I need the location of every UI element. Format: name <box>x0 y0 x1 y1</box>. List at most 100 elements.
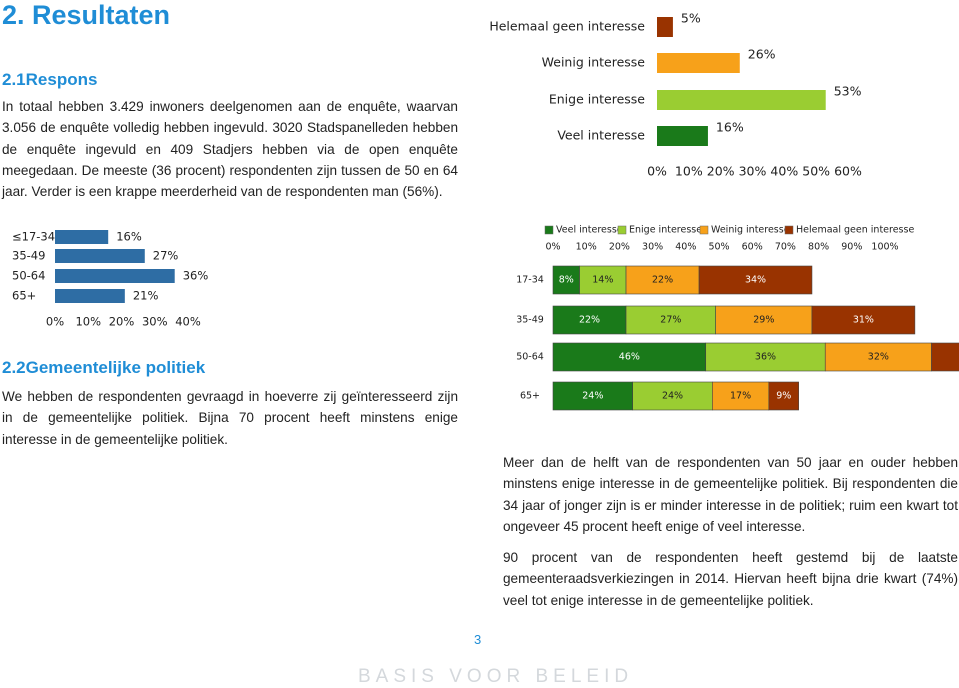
x-tick-label: 10% <box>576 242 597 253</box>
legend-label: Weinig interesse <box>711 225 790 236</box>
x-tick-label: 60% <box>742 242 763 253</box>
bar-segment <box>552 342 707 372</box>
value-label: 22% <box>579 315 600 326</box>
value-label: 29% <box>753 315 774 326</box>
section-heading: 2.1Respons <box>2 70 98 89</box>
section-heading: 2.2Gemeentelijke politiek <box>2 358 206 377</box>
value-label: 46% <box>619 352 640 363</box>
category-label: 35-49 <box>12 249 45 263</box>
paragraph: Meer dan de helft van de respondenten va… <box>503 455 958 534</box>
page-number: 3 <box>474 632 482 647</box>
x-tick-label: 40% <box>175 315 201 329</box>
legend-swatch <box>617 225 627 235</box>
value-label: 16% <box>716 120 744 135</box>
legend-label: Enige interesse <box>629 225 702 236</box>
bar <box>657 53 740 73</box>
value-label: 27% <box>660 315 681 326</box>
page-title: 2. Resultaten <box>2 0 171 30</box>
category-label: 50-64 <box>12 269 45 283</box>
footer: BASIS VOOR BELEID <box>358 666 634 687</box>
bar <box>55 269 175 283</box>
bar <box>657 126 708 146</box>
bar <box>55 249 145 263</box>
category-label: 35-49 <box>516 315 544 326</box>
paragraph: In totaal hebben 3.429 inwoners deelgeno… <box>2 99 458 200</box>
value-label: 24% <box>582 391 603 402</box>
x-tick-label: 60% <box>834 164 862 179</box>
bar-segment <box>625 265 700 295</box>
bar-segment <box>715 305 813 335</box>
x-tick-label: 100% <box>871 242 898 253</box>
value-label: 16% <box>116 230 142 244</box>
x-tick-label: 90% <box>841 242 862 253</box>
category-label: ≤17-34 <box>12 230 55 244</box>
x-tick-label: 70% <box>775 242 796 253</box>
bar-segment <box>768 381 799 411</box>
x-tick-label: 10% <box>675 164 703 179</box>
bar <box>657 90 826 110</box>
bar-segment <box>811 305 916 335</box>
bar <box>657 17 673 37</box>
bar-segment <box>632 381 713 411</box>
value-label: 36% <box>755 352 776 363</box>
x-tick-label: 0% <box>545 242 560 253</box>
category-label: 65+ <box>520 391 540 402</box>
x-tick-label: 40% <box>770 164 798 179</box>
bar-segment <box>931 342 959 372</box>
value-label: 5% <box>681 11 701 26</box>
x-tick-label: 20% <box>109 315 135 329</box>
x-tick-label: 0% <box>647 164 667 179</box>
x-tick-label: 20% <box>609 242 630 253</box>
bar-segment <box>625 305 716 335</box>
bar-segment <box>705 342 826 372</box>
bar-segment <box>552 381 633 411</box>
category-label: 17-34 <box>516 275 544 286</box>
value-label: 53% <box>834 84 862 99</box>
value-label: 31% <box>853 315 874 326</box>
value-label: 9% <box>776 391 791 402</box>
value-label: 14% <box>592 275 613 286</box>
x-tick-label: 50% <box>802 164 830 179</box>
value-label: 26% <box>748 47 776 62</box>
bar-segment <box>824 342 932 372</box>
bar <box>55 289 125 303</box>
category-label: Enige interesse <box>549 92 645 107</box>
bar-segment <box>712 381 770 411</box>
x-tick-label: 10% <box>75 315 101 329</box>
x-tick-label: 40% <box>675 242 696 253</box>
bar-segment <box>552 305 627 335</box>
category-label: 65+ <box>12 289 36 303</box>
category-label: Weinig interesse <box>542 55 646 70</box>
x-tick-label: 80% <box>808 242 829 253</box>
bar-segment <box>698 265 813 295</box>
bar-segment <box>552 265 580 295</box>
x-tick-label: 30% <box>142 315 168 329</box>
bar <box>55 230 109 244</box>
legend-label: Helemaal geen interesse <box>796 225 914 236</box>
x-tick-label: 30% <box>642 242 663 253</box>
value-label: 22% <box>652 275 673 286</box>
paragraph: We hebben de respondenten gevraagd in ho… <box>2 389 458 447</box>
value-label: 32% <box>868 352 889 363</box>
value-label: 36% <box>183 269 209 283</box>
bar-segment <box>579 265 627 295</box>
value-label: 8% <box>559 275 574 286</box>
x-tick-label: 30% <box>739 164 767 179</box>
legend-swatch <box>784 225 794 235</box>
value-label: 24% <box>662 391 683 402</box>
legend-swatch <box>699 225 709 235</box>
x-tick-label: 50% <box>708 242 729 253</box>
x-tick-label: 20% <box>707 164 735 179</box>
value-label: 34% <box>745 275 766 286</box>
category-label: Helemaal geen interesse <box>489 19 645 34</box>
value-label: 27% <box>153 249 179 263</box>
value-label: 21% <box>133 289 159 303</box>
x-tick-label: 0% <box>46 315 64 329</box>
legend-swatch <box>544 225 554 235</box>
category-label: Veel interesse <box>557 128 645 143</box>
paragraph: 90 procent van de respondenten heeft ges… <box>503 550 958 608</box>
value-label: 17% <box>730 391 751 402</box>
legend-label: Veel interesse <box>556 225 623 236</box>
